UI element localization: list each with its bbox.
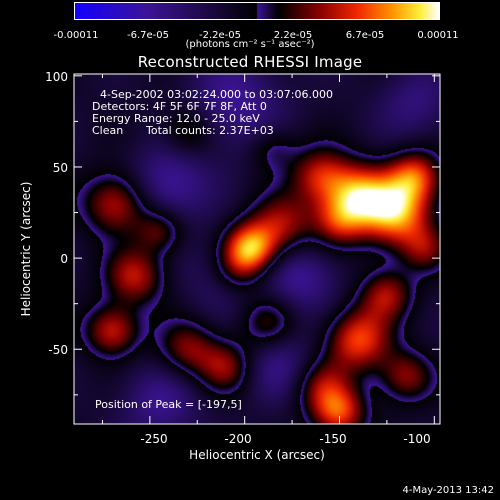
peak-position-label: Position of Peak = [-197,5] <box>95 398 242 411</box>
colorbar-tick: 0.00011 <box>417 30 459 41</box>
colorbar-units: (photons cm⁻² s⁻¹ asec⁻²) <box>185 39 315 50</box>
timestamp: 4-May-2013 13:42 <box>402 485 494 496</box>
energy-range-label: Energy Range: 12.0 - 25.0 keV <box>92 112 260 125</box>
y-tick-label: 100 <box>45 70 68 84</box>
colorbar-tick: -6.7e-05 <box>127 30 169 41</box>
y-tick-label: 0 <box>60 252 68 266</box>
x-axis-label: Heliocentric X (arcsec) <box>189 448 325 462</box>
y-tick-label: -50 <box>48 343 68 357</box>
colorbar-tick: 6.7e-05 <box>345 30 385 41</box>
chart-title: Reconstructed RHESSI Image <box>137 53 363 71</box>
clean-label: Clean <box>92 124 124 137</box>
colorbar-tick: -0.00011 <box>53 30 99 41</box>
y-tick-label: 50 <box>52 161 68 175</box>
colorbar-tick: -2.2e-05 <box>199 30 241 41</box>
y-axis-label: Heliocentric Y (arcsec) <box>19 181 33 317</box>
detectors-label: Detectors: 4F 5F 6F 7F 8F, Att 0 <box>92 100 267 113</box>
time-range-label: 4-Sep-2002 03:02:24.000 to 03:07:06.000 <box>100 88 333 101</box>
total-counts-label: Total counts: 2.37E+03 <box>146 124 274 137</box>
x-tick-label: -250 <box>140 432 168 446</box>
x-tick-label: -100 <box>403 432 431 446</box>
colorbar <box>74 2 440 20</box>
x-tick-label: -200 <box>224 432 252 446</box>
x-tick-label: -150 <box>319 432 347 446</box>
colorbar-tick: 2.2e-05 <box>273 30 313 41</box>
